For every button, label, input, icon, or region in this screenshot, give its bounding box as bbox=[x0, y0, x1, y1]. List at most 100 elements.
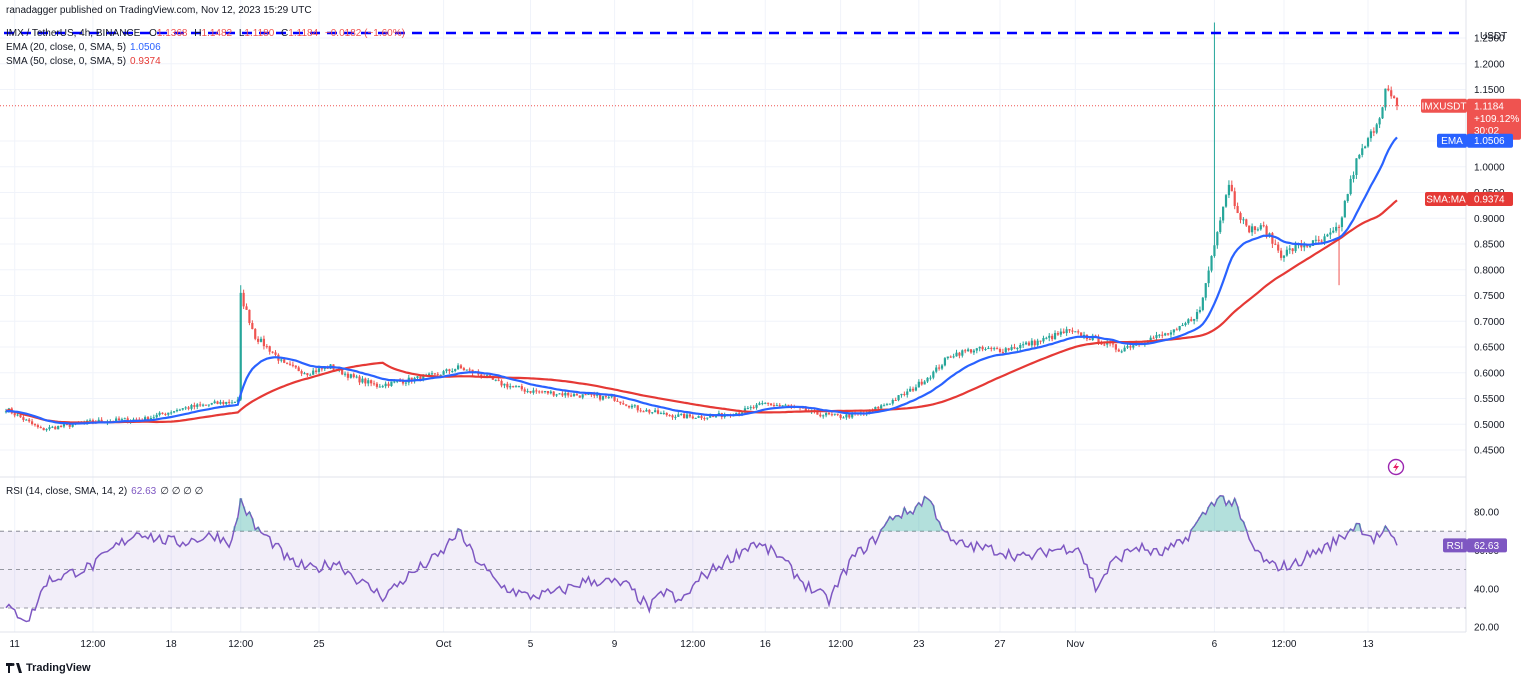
candle-body bbox=[630, 405, 634, 408]
candle-body bbox=[1193, 318, 1196, 321]
candle-body bbox=[207, 404, 210, 406]
candle-body bbox=[938, 367, 941, 369]
candle-body bbox=[558, 393, 561, 395]
candle-body bbox=[427, 373, 431, 375]
candle-body bbox=[1042, 337, 1045, 342]
candle-body bbox=[761, 403, 764, 405]
ohlc-close: 1.1184 bbox=[288, 28, 319, 39]
candle-body bbox=[514, 386, 518, 388]
rsi-legend[interactable]: RSI (14, close, SMA, 14, 2) 62.63 ∅ ∅ ∅ ∅ bbox=[6, 486, 203, 498]
candle-body bbox=[532, 390, 535, 393]
candle-body bbox=[1274, 243, 1277, 245]
candle-body bbox=[1233, 191, 1236, 207]
candle-body bbox=[1001, 351, 1004, 353]
candle-body bbox=[378, 386, 381, 388]
candle-body bbox=[1230, 184, 1233, 192]
time-tick-label: 18 bbox=[166, 639, 178, 650]
candle-body bbox=[848, 414, 851, 418]
rsi-band-fill bbox=[0, 531, 1466, 608]
candle-body bbox=[880, 405, 883, 409]
candle-body bbox=[1053, 333, 1057, 340]
candle-body bbox=[144, 417, 147, 421]
candle-body bbox=[946, 356, 949, 359]
candle-body bbox=[164, 413, 167, 415]
candle-body bbox=[1184, 323, 1187, 326]
price-tick-label: 0.9000 bbox=[1474, 214, 1505, 225]
candle-body bbox=[1227, 184, 1231, 196]
candle-body bbox=[1117, 349, 1120, 352]
candle-body bbox=[216, 401, 219, 404]
time-axis: 11 12:00 18 12:00 25 Oct 5 9 12:00 16 12:00 23 27 Nov… bbox=[9, 639, 1374, 650]
candle-body bbox=[691, 416, 694, 419]
candle-body bbox=[1024, 342, 1028, 345]
candle-body bbox=[375, 383, 379, 387]
candle-body bbox=[57, 425, 60, 430]
candle-body bbox=[465, 369, 468, 371]
price-tick-label: 0.6500 bbox=[1474, 343, 1505, 354]
lightning-icon[interactable] bbox=[1387, 458, 1405, 476]
candle-body bbox=[225, 401, 228, 404]
candle-body bbox=[567, 392, 570, 396]
candle-body bbox=[161, 412, 164, 414]
candle-body bbox=[613, 396, 616, 401]
candle-body bbox=[969, 349, 973, 353]
candle-body bbox=[120, 419, 124, 421]
candle-body bbox=[1329, 232, 1332, 235]
candle-body bbox=[1337, 226, 1341, 228]
symbol-title[interactable]: IMX / TetherUS, 4h, BINANCE bbox=[6, 28, 141, 39]
candle-body bbox=[19, 414, 22, 418]
sma-legend[interactable]: SMA (50, close, 0, SMA, 5) 0.9374 bbox=[6, 56, 161, 68]
candle-body bbox=[1387, 88, 1390, 91]
candle-body bbox=[317, 368, 321, 372]
candle-body bbox=[390, 381, 393, 386]
candle-body bbox=[906, 391, 909, 395]
candle-body bbox=[1077, 331, 1080, 333]
candle-body bbox=[1201, 297, 1204, 310]
candle-body bbox=[1155, 335, 1158, 338]
candle-body bbox=[1033, 340, 1036, 346]
candle-body bbox=[312, 370, 315, 375]
candle-body bbox=[65, 424, 68, 426]
tradingview-logo-icon bbox=[6, 663, 22, 673]
candle-body bbox=[882, 405, 886, 407]
candle-body bbox=[593, 394, 596, 396]
candle-body bbox=[361, 378, 364, 383]
tradingview-brand[interactable]: TradingView bbox=[6, 662, 91, 674]
candle-body bbox=[604, 396, 607, 398]
candle-body bbox=[500, 380, 503, 386]
price-tick-label: 1.2500 bbox=[1474, 34, 1505, 45]
candle-body bbox=[995, 348, 999, 350]
ohlc-high-label: H bbox=[194, 28, 202, 39]
ema-legend-label: EMA (20, close, 0, SMA, 5) bbox=[6, 42, 127, 53]
candle-body bbox=[1279, 250, 1283, 258]
ema-line bbox=[5, 136, 1398, 425]
candle-body bbox=[784, 404, 787, 406]
ema-legend[interactable]: EMA (20, close, 0, SMA, 5) 1.0506 bbox=[6, 42, 161, 54]
candle-body bbox=[1308, 245, 1312, 247]
candle-body bbox=[587, 394, 590, 396]
candle-body bbox=[1103, 344, 1106, 346]
candle-body bbox=[842, 417, 845, 419]
ohlc-high: 1.1482 bbox=[201, 28, 233, 39]
candle-body bbox=[155, 414, 158, 418]
candle-body bbox=[778, 404, 781, 406]
candle-body bbox=[228, 401, 231, 403]
resistance-line bbox=[0, 31, 1466, 107]
candle-body bbox=[1294, 245, 1297, 252]
candle-body bbox=[39, 427, 42, 429]
candle-body bbox=[885, 404, 889, 406]
candle-body bbox=[4, 411, 8, 413]
candle-body bbox=[920, 381, 923, 385]
candle-body bbox=[430, 373, 434, 375]
candle-body bbox=[381, 386, 384, 388]
candle-body bbox=[1332, 230, 1335, 233]
candle-body bbox=[1045, 337, 1048, 339]
candle-body bbox=[1288, 248, 1291, 250]
candle-body bbox=[894, 399, 897, 401]
candle-body bbox=[1152, 337, 1155, 339]
candle-body bbox=[1378, 118, 1381, 125]
candle-body bbox=[1277, 244, 1280, 251]
candle-body bbox=[822, 415, 825, 417]
candle-body bbox=[117, 418, 121, 421]
